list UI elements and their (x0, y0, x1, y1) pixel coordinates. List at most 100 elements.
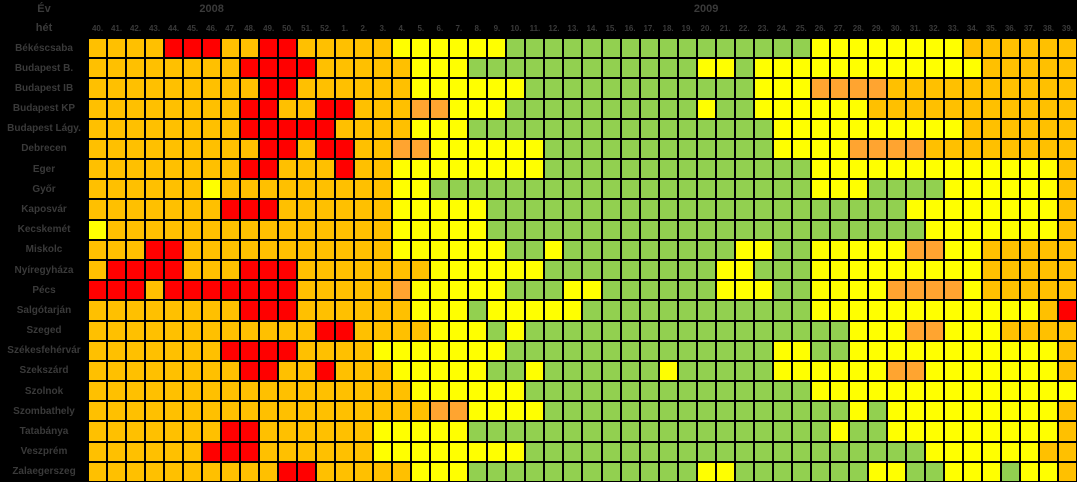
heatmap-cell (1000, 381, 1020, 402)
heatmap-cell (791, 118, 811, 139)
heatmap-cell (297, 78, 317, 99)
heatmap-cell (1057, 461, 1077, 482)
heatmap-cell (1000, 179, 1020, 200)
heatmap-cell (506, 300, 526, 321)
heatmap-cell (297, 340, 317, 361)
heatmap-cell (449, 179, 469, 200)
heatmap-cell (468, 259, 488, 281)
heatmap-cell (696, 421, 716, 442)
heatmap-cell (620, 118, 640, 139)
heatmap-cell (620, 239, 640, 260)
heatmap-cell (886, 259, 906, 281)
heatmap-cell (544, 58, 564, 79)
heatmap-cell (525, 340, 545, 361)
heatmap-cell (221, 78, 241, 99)
heatmap-cell (563, 340, 583, 361)
heatmap-cell (354, 401, 374, 422)
heatmap-cell (88, 159, 108, 180)
heatmap-cell (221, 259, 241, 281)
heatmap-cell (487, 138, 507, 160)
heatmap-cell (753, 58, 773, 79)
heatmap-cell (772, 138, 792, 160)
heatmap-cell (829, 340, 849, 361)
heatmap-cell (772, 381, 792, 402)
heatmap-cell (962, 300, 982, 321)
heatmap-cell (867, 259, 887, 281)
heatmap-cell (639, 239, 659, 260)
heatmap-cell (411, 199, 431, 220)
heatmap-cell (1057, 239, 1077, 260)
heatmap-cell (1019, 381, 1039, 402)
heatmap-cell (354, 340, 374, 361)
week-number-label: 33. (947, 23, 959, 33)
heatmap-cell (867, 401, 887, 422)
heatmap-cell (335, 179, 355, 200)
heatmap-cell (373, 239, 393, 260)
heatmap-cell (278, 300, 298, 321)
heatmap-cell (221, 421, 241, 442)
heatmap-cell (525, 360, 545, 382)
heatmap-cell (1000, 259, 1020, 281)
heatmap-cell (829, 441, 849, 462)
heatmap-cell (259, 118, 279, 139)
heatmap-cell (905, 340, 925, 361)
heatmap-cell (905, 199, 925, 220)
heatmap-cell (506, 118, 526, 139)
week-axis-label: hét (35, 22, 53, 34)
heatmap-cell (1038, 138, 1058, 160)
heatmap-cell (107, 239, 127, 260)
heatmap-cell (449, 360, 469, 382)
week-number-label: 11. (529, 23, 541, 33)
heatmap-cell (563, 219, 583, 240)
heatmap-cell (886, 401, 906, 422)
heatmap-cell (88, 78, 108, 99)
heatmap-cell (544, 78, 564, 99)
heatmap-cell (107, 78, 127, 99)
heatmap-cell (506, 159, 526, 180)
heatmap-cell (753, 259, 773, 281)
heatmap-cell (88, 138, 108, 160)
heatmap-cell (867, 38, 887, 59)
heatmap-cell (1038, 219, 1058, 240)
heatmap-cell (107, 461, 127, 482)
heatmap-cell (962, 280, 982, 301)
heatmap-cell (582, 381, 602, 402)
heatmap-cell (810, 219, 830, 240)
heatmap-cell (411, 118, 431, 139)
heatmap-cell (107, 300, 127, 321)
heatmap-cell (867, 280, 887, 301)
heatmap-cell (468, 159, 488, 180)
heatmap-cell (772, 441, 792, 462)
heatmap-cell (468, 98, 488, 119)
heatmap-cell (278, 461, 298, 482)
heatmap-cell (430, 280, 450, 301)
heatmap-cell (487, 461, 507, 482)
heatmap-cell (449, 441, 469, 462)
heatmap-cell (373, 118, 393, 139)
heatmap-cell (316, 118, 336, 139)
heatmap-cell (601, 58, 621, 79)
heatmap-cell (848, 441, 868, 462)
heatmap-cell (905, 300, 925, 321)
heatmap-cell (810, 179, 830, 200)
heatmap-cell (772, 340, 792, 361)
heatmap-cell (107, 381, 127, 402)
heatmap-cell (164, 239, 184, 260)
heatmap-cell (335, 219, 355, 240)
heatmap-cell (316, 340, 336, 361)
heatmap-cell (202, 381, 222, 402)
heatmap-cell (620, 38, 640, 59)
heatmap-cell (544, 98, 564, 119)
heatmap-cell (658, 421, 678, 442)
heatmap-cell (734, 159, 754, 180)
station-label: Pécs (0, 280, 88, 301)
heatmap-cell (183, 219, 203, 240)
heatmap-cell (829, 280, 849, 301)
heatmap-cell (164, 118, 184, 139)
heatmap-cell (88, 401, 108, 422)
heatmap-cell (392, 360, 412, 382)
heatmap-cell (696, 78, 716, 99)
heatmap-cell (829, 179, 849, 200)
heatmap-cell (753, 38, 773, 59)
